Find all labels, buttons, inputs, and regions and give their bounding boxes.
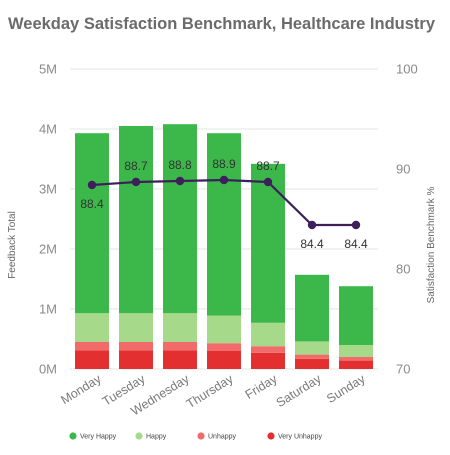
bar-very-unhappy bbox=[163, 350, 197, 369]
bar-very-happy bbox=[163, 124, 197, 314]
bar-happy bbox=[251, 322, 285, 347]
legend-label: Happy bbox=[146, 434, 167, 441]
legend: Very Happy Happy Unhappy Very Unhappy bbox=[69, 432, 322, 441]
benchmark-data-label: 88.4 bbox=[80, 197, 104, 211]
bars bbox=[75, 124, 373, 369]
y-tick-label: 0M bbox=[39, 362, 57, 377]
bar-very-unhappy bbox=[339, 360, 373, 369]
benchmark-point bbox=[175, 176, 185, 186]
y-tick-label: 5M bbox=[39, 62, 57, 77]
bar-very-happy bbox=[251, 163, 285, 323]
bar-unhappy bbox=[251, 346, 285, 353]
x-category-label: Thursday bbox=[184, 371, 236, 411]
bar-very-unhappy bbox=[75, 350, 109, 369]
x-category-label: Monday bbox=[58, 371, 104, 407]
legend-label: Unhappy bbox=[208, 434, 237, 441]
bar-unhappy bbox=[207, 343, 241, 351]
bar-very-unhappy bbox=[207, 351, 241, 369]
legend-label: Very Happy bbox=[80, 434, 117, 441]
y-tick-label: 3M bbox=[39, 182, 57, 197]
y-tick-label: 2M bbox=[39, 242, 57, 257]
legend-swatch bbox=[135, 432, 143, 440]
legend-swatch bbox=[197, 432, 205, 440]
benchmark-data-label: 88.7 bbox=[256, 159, 280, 173]
benchmark-data-label: 88.9 bbox=[212, 157, 236, 171]
benchmark-data-label: 84.4 bbox=[300, 237, 324, 251]
y2-axis-ticks: 70 80 90 100 bbox=[396, 62, 418, 377]
bar-unhappy bbox=[119, 342, 153, 351]
benchmark-data-label: 84.4 bbox=[344, 237, 368, 251]
benchmark-data-label: 88.7 bbox=[124, 159, 148, 173]
y2-axis-title: Satisfaction Benchmark % bbox=[426, 187, 437, 304]
benchmark-point bbox=[263, 177, 273, 187]
benchmark-point bbox=[87, 180, 97, 190]
bar-very-unhappy bbox=[119, 350, 153, 369]
x-category-label: Sunday bbox=[324, 371, 368, 406]
benchmark-point bbox=[351, 220, 361, 230]
legend-swatch bbox=[69, 432, 77, 440]
chart-title: Weekday Satisfaction Benchmark, Healthca… bbox=[8, 15, 436, 33]
bar-happy bbox=[119, 313, 153, 342]
bar-happy bbox=[163, 313, 197, 342]
bar-very-happy bbox=[119, 126, 153, 314]
benchmark-point bbox=[219, 175, 229, 185]
bar-very-happy bbox=[295, 274, 329, 342]
y-tick-label: 4M bbox=[39, 122, 57, 137]
benchmark-point bbox=[131, 177, 141, 187]
y-axis-title: Feedback Total bbox=[7, 211, 18, 279]
bar-very-happy bbox=[207, 133, 241, 316]
x-category-label: Saturday bbox=[274, 371, 324, 410]
y2-tick-label: 80 bbox=[396, 262, 410, 277]
bar-unhappy bbox=[163, 342, 197, 351]
bar-happy bbox=[295, 341, 329, 355]
benchmark-line: 88.4 88.7 88.8 88.9 88.7 84.4 84.4 bbox=[80, 157, 368, 251]
legend-swatch bbox=[267, 432, 275, 440]
y-tick-label: 1M bbox=[39, 302, 57, 317]
bar-unhappy bbox=[339, 357, 373, 361]
y2-tick-label: 90 bbox=[396, 162, 410, 177]
benchmark-data-label: 88.8 bbox=[168, 158, 192, 172]
bar-happy bbox=[339, 345, 373, 357]
bar-very-happy bbox=[339, 286, 373, 345]
legend-label: Very Unhappy bbox=[278, 434, 322, 441]
bar-unhappy bbox=[295, 354, 329, 359]
y2-tick-label: 100 bbox=[396, 62, 418, 77]
bar-happy bbox=[207, 315, 241, 344]
bar-very-happy bbox=[75, 133, 109, 314]
bar-very-unhappy bbox=[295, 358, 329, 369]
bar-very-unhappy bbox=[251, 352, 285, 369]
bar-happy bbox=[75, 313, 109, 342]
benchmark-point bbox=[307, 220, 317, 230]
y2-tick-label: 70 bbox=[396, 362, 410, 377]
y-axis-ticks: 0M 1M 2M 3M 4M 5M bbox=[39, 62, 57, 377]
bar-unhappy bbox=[75, 342, 109, 351]
